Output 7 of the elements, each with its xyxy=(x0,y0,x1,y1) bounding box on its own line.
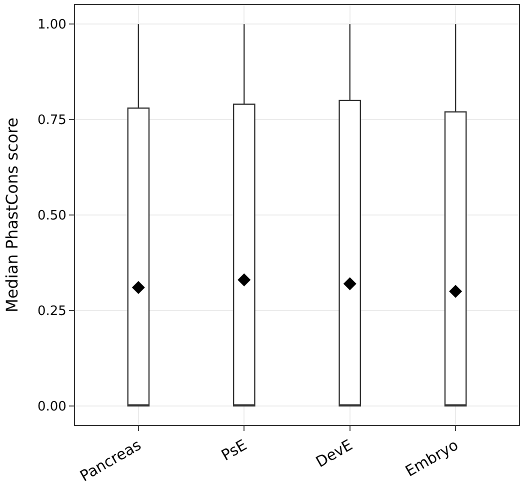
y-tick-label: 0.75 xyxy=(37,113,66,128)
y-tick-label: 0.50 xyxy=(37,208,66,224)
y-axis-title: Median PhastCons score xyxy=(2,118,22,312)
y-tick-label: 0.25 xyxy=(37,304,66,319)
y-tick-label: 1.00 xyxy=(37,18,66,33)
y-tick-label: 0.00 xyxy=(37,399,66,414)
x-tick-label: PsE xyxy=(218,436,250,464)
